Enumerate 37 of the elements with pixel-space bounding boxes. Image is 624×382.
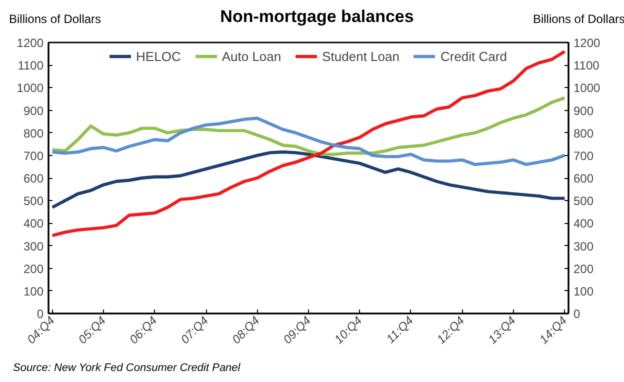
- line-series: [50, 96, 566, 156]
- legend-label: Credit Card: [440, 48, 507, 64]
- y2-tick-label: 900: [574, 104, 594, 118]
- y2-tick-label: 300: [574, 239, 594, 254]
- line-series: [50, 116, 566, 166]
- y-tick-label: 100: [23, 284, 44, 298]
- y2-tick-label: 0: [574, 307, 580, 321]
- y2-tick-label: 1200: [574, 36, 601, 50]
- y2-tick-label: 200: [574, 262, 594, 276]
- y-tick-label: 200: [23, 262, 44, 276]
- y2-tick-label: 800: [574, 126, 594, 140]
- y2-tick-label: 400: [574, 216, 594, 231]
- y2-tick-label: 700: [574, 148, 594, 163]
- legend-label: Auto Loan: [222, 48, 282, 64]
- legend-label: Student Loan: [322, 48, 400, 64]
- y2-tick-label: 600: [574, 172, 594, 186]
- y-tick-label: 500: [23, 194, 44, 208]
- y-tick-label: 1000: [16, 81, 44, 96]
- y-axis-title: Billions of Dollars: [9, 11, 102, 28]
- y-tick-label: 900: [23, 104, 44, 118]
- line-series: [50, 50, 566, 238]
- y-tick-label: 700: [23, 148, 44, 163]
- y2-tick-label: 1100: [574, 58, 600, 73]
- y-tick-label: 300: [23, 239, 44, 254]
- y2-tick-label: 100: [574, 284, 594, 298]
- y2-tick-label: 1000: [574, 81, 601, 96]
- y2-tick-label: 500: [574, 194, 594, 208]
- y-tick-label: 1100: [18, 58, 44, 73]
- y-tick-label: 600: [23, 172, 44, 186]
- line-series: [50, 150, 566, 209]
- source-note: Source: New York Fed Consumer Credit Panel: [13, 361, 240, 376]
- y-tick-label: 0: [36, 307, 44, 321]
- y-tick-label: 1200: [16, 36, 44, 50]
- chart-title: Non-mortgage balances: [220, 7, 414, 26]
- y-tick-label: 400: [23, 216, 44, 231]
- legend-label: HELOC: [136, 48, 181, 64]
- y-tick-label: 800: [23, 126, 44, 140]
